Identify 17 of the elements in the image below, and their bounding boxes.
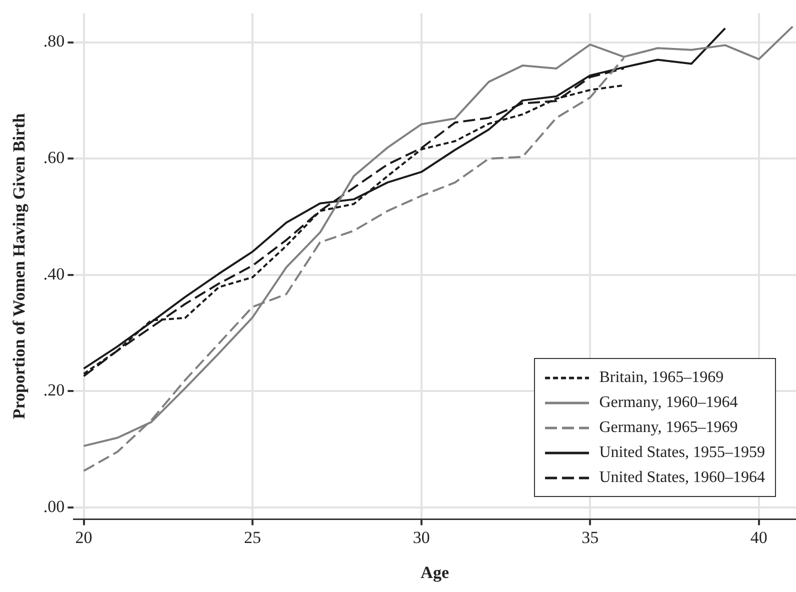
y-tick-label: .00 (43, 497, 65, 516)
x-tick-label: 35 (582, 528, 599, 547)
legend-label: United States, 1955–1959 (599, 444, 765, 462)
legend-label: Germany, 1965–1969 (599, 418, 738, 437)
x-tick-label: 20 (75, 528, 92, 547)
y-tick-label: .80 (43, 32, 65, 51)
legend-label: United States, 1960–1964 (599, 468, 765, 487)
legend-label: Britain, 1965–1969 (599, 368, 724, 387)
y-tick-label: .40 (43, 264, 65, 284)
y-tick-label: .20 (43, 380, 65, 400)
x-tick-label: 30 (412, 528, 430, 547)
x-tick-label: 25 (244, 528, 262, 547)
y-tick-label: .60 (43, 148, 65, 168)
legend-label: Germany, 1960–1964 (599, 394, 738, 412)
x-axis-title: Age (420, 563, 450, 582)
x-tick-label: 40 (750, 528, 768, 547)
y-axis-title: Proportion of Women Having Given Birth (10, 112, 29, 420)
